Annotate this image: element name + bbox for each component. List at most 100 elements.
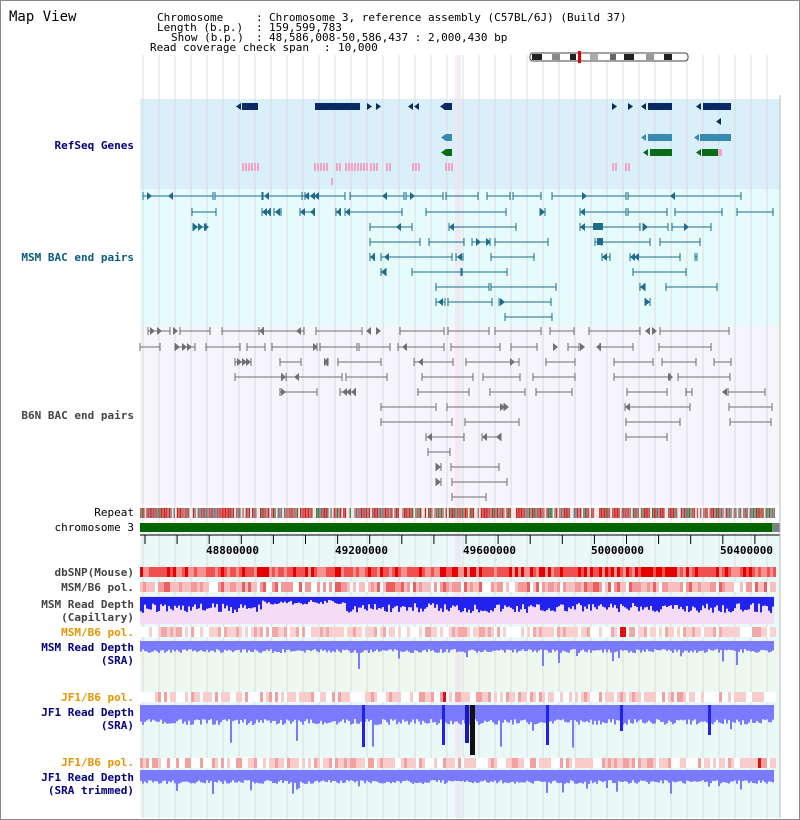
- polymorphism-cell: [611, 758, 614, 768]
- snp-density-cell: [716, 567, 719, 577]
- polymorphism-cell: [368, 692, 371, 702]
- polymorphism-cell: [509, 582, 512, 592]
- read-depth-bar: [454, 641, 456, 650]
- polymorphism-cell: [293, 692, 296, 702]
- bac-end-arrow: [668, 373, 673, 381]
- polymorphism-cell: [725, 627, 728, 637]
- repeat-element: [623, 508, 625, 518]
- read-depth-bar: [698, 770, 700, 782]
- polymorphism-cell: [674, 692, 677, 702]
- polymorphism-cell: [170, 692, 173, 702]
- polymorphism-cell: [347, 758, 350, 768]
- polymorphism-cell: [314, 692, 317, 702]
- read-depth-bar: [722, 770, 724, 783]
- polymorphism-cell: [203, 582, 206, 592]
- read-depth-bar: [736, 597, 738, 604]
- repeat-element: [368, 508, 371, 518]
- read-depth-bar: [298, 597, 300, 603]
- read-depth-bar: [452, 641, 454, 650]
- read-depth-bar: [652, 641, 654, 653]
- read-depth-bar: [248, 641, 250, 651]
- repeat-element: [143, 508, 145, 518]
- read-depth-bar: [632, 641, 634, 653]
- read-depth-bar: [750, 597, 752, 605]
- read-depth-bar: [314, 705, 316, 724]
- read-depth-bar: [470, 770, 472, 783]
- read-depth-bar: [260, 597, 262, 610]
- snp-density-cell: [350, 567, 353, 577]
- read-depth-bar: [382, 641, 384, 651]
- polymorphism-cell: [656, 758, 659, 768]
- read-depth-bar: [754, 705, 756, 723]
- polymorphism-cell: [557, 627, 560, 637]
- repeat-element: [245, 508, 247, 518]
- polymorphism-cell: [608, 582, 611, 592]
- polymorphism-cell: [692, 627, 695, 637]
- repeat-element: [168, 508, 171, 518]
- polymorphism-cell: [629, 627, 632, 637]
- repeat-element: [655, 508, 657, 518]
- read-depth-bar: [366, 597, 368, 611]
- snp-density-cell: [632, 567, 635, 577]
- polymorphism-cell: [287, 627, 290, 637]
- read-depth-bar: [502, 770, 504, 784]
- repeat-element: [349, 508, 351, 518]
- read-depth-bar: [436, 597, 438, 605]
- ideogram-band: [590, 54, 598, 60]
- repeat-element: [220, 508, 222, 518]
- repeat-element: [356, 508, 358, 518]
- snp-density-cell: [476, 567, 479, 577]
- read-depth-bar: [184, 770, 186, 782]
- polymorphism-cell: [569, 758, 572, 768]
- polymorphism-cell: [554, 627, 557, 637]
- read-depth-bar: [444, 597, 446, 605]
- repeat-element: [288, 508, 291, 518]
- snp-density-cell: [146, 567, 149, 577]
- read-depth-bar: [718, 770, 720, 787]
- repeat-element: [488, 508, 491, 518]
- read-depth-bar: [700, 770, 702, 782]
- read-depth-bar: [716, 770, 718, 781]
- snp-density-cell: [317, 567, 320, 577]
- read-depth-bar: [184, 597, 186, 611]
- polymorphism-cell: [590, 582, 593, 592]
- repeat-element: [266, 508, 268, 518]
- polymorphism-cell: [356, 758, 359, 768]
- polymorphism-cell: [308, 758, 311, 768]
- transcript-segment: [320, 163, 322, 171]
- polymorphism-cell: [143, 758, 146, 768]
- polymorphism-cell: [446, 758, 449, 768]
- read-depth-bar: [730, 770, 732, 782]
- read-depth-bar: [648, 770, 650, 784]
- read-depth-bar: [622, 770, 624, 782]
- polymorphism-cell: [755, 692, 758, 702]
- repeat-element: [373, 508, 375, 518]
- polymorphism-cell: [209, 692, 212, 702]
- read-depth-bar: [296, 597, 298, 604]
- read-depth-bar: [296, 770, 298, 790]
- repeat-element: [162, 508, 164, 518]
- polymorphism-cell: [491, 758, 494, 768]
- read-depth-bar: [666, 705, 668, 724]
- read-depth-bar: [508, 641, 510, 650]
- read-depth-bar: [268, 770, 270, 781]
- snp-density-cell: [353, 567, 356, 577]
- snp-density-cell: [152, 567, 155, 577]
- read-depth-bar: [708, 641, 710, 650]
- read-depth-bar: [346, 705, 348, 720]
- repeat-element: [743, 508, 745, 518]
- snp-density-cell: [584, 567, 587, 577]
- repeat-element: [560, 508, 563, 518]
- read-depth-bar: [696, 770, 698, 782]
- polymorphism-cell: [419, 692, 422, 702]
- polymorphism-cell: [671, 627, 674, 637]
- repeat-element: [455, 508, 457, 518]
- polymorphism-cell: [506, 627, 509, 637]
- read-depth-bar: [560, 770, 562, 783]
- read-depth-bar: [656, 705, 658, 720]
- read-depth-bar: [270, 705, 272, 724]
- read-depth-bar: [466, 641, 468, 658]
- polymorphism-cell: [479, 627, 482, 637]
- read-depth-bar: [312, 705, 314, 724]
- read-depth-bar: [232, 641, 234, 653]
